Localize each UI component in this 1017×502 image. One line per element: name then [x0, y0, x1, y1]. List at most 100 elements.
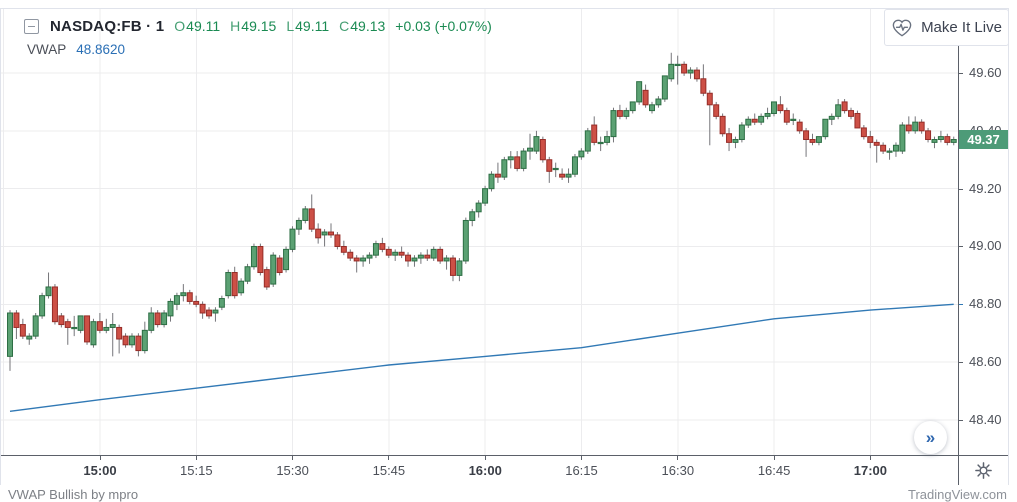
candle — [353, 257, 360, 262]
candle — [758, 115, 765, 123]
candle — [109, 324, 116, 328]
candle — [302, 208, 309, 221]
candle — [777, 104, 784, 112]
candle — [186, 292, 193, 302]
candle — [26, 335, 33, 340]
collapse-legend-icon[interactable] — [24, 18, 39, 34]
candle — [206, 309, 213, 317]
candle — [770, 101, 777, 114]
candle — [424, 254, 431, 259]
candle — [738, 124, 745, 141]
candle — [527, 147, 534, 152]
indicator-attribution-link[interactable]: VWAP Bullish by mpro — [8, 487, 139, 502]
candle — [449, 257, 456, 276]
candle — [552, 167, 559, 171]
candle — [45, 286, 52, 297]
candle — [796, 121, 803, 132]
time-axis-label: 15:00 — [83, 463, 117, 478]
candle — [96, 321, 103, 331]
candle — [77, 315, 84, 331]
price-axis-label: 49.60 — [969, 65, 1002, 80]
candlestick-chart[interactable] — [1, 9, 958, 455]
price-axis-label: 48.80 — [969, 296, 1002, 312]
candle — [398, 251, 405, 256]
chart-settings-button[interactable] — [974, 461, 993, 480]
price-axis-label: 48.60 — [969, 354, 1002, 370]
candle — [218, 298, 225, 308]
candle — [148, 312, 155, 331]
time-axis-label: 15:30 — [276, 463, 309, 478]
candle — [616, 110, 623, 117]
candle — [944, 136, 951, 143]
candle — [32, 315, 39, 337]
candle — [937, 136, 944, 141]
candle — [90, 321, 97, 346]
candle — [347, 251, 354, 259]
make-it-live-button[interactable]: Make It Live — [884, 9, 1009, 46]
candle — [154, 312, 161, 326]
candle — [674, 63, 681, 67]
candle — [244, 266, 251, 282]
candle — [238, 280, 245, 294]
price-axis[interactable]: 49.37 49.6049.4049.2049.0048.8048.6048.4… — [958, 9, 1008, 455]
candle — [732, 139, 739, 143]
candle — [328, 231, 334, 236]
time-axis-label: 15:15 — [180, 463, 213, 478]
candle — [64, 321, 71, 328]
indicator-name: VWAP — [27, 41, 67, 57]
candle — [103, 326, 110, 331]
candle — [58, 315, 65, 326]
candle — [693, 69, 700, 80]
symbol-title: NASDAQ:FB · 1 — [50, 17, 165, 35]
candle — [295, 219, 302, 230]
candle — [918, 121, 925, 132]
last-price-value: 49.37 — [967, 132, 1000, 147]
price-axis-label: 49.00 — [969, 238, 1002, 254]
candle — [649, 104, 655, 112]
candle — [7, 312, 13, 357]
attribution-bar: VWAP Bullish by mpro TradingView.com — [0, 487, 1009, 502]
double-chevron-right-icon: » — [925, 428, 936, 447]
time-axis-label: 16:30 — [661, 463, 695, 478]
candle — [405, 254, 412, 262]
ohlc-high: H49.15 — [230, 18, 277, 34]
time-axis-label: 16:00 — [468, 463, 502, 478]
candle — [655, 98, 662, 106]
candle — [719, 115, 726, 135]
indicator-value: 48.8620 — [76, 41, 126, 57]
time-axis-tick — [195, 456, 197, 460]
candle — [629, 101, 636, 112]
candle — [437, 248, 444, 262]
scroll-to-latest-button[interactable]: » — [914, 421, 947, 454]
candle — [507, 156, 514, 161]
candle — [417, 254, 424, 259]
candle — [700, 78, 707, 94]
candle — [591, 124, 598, 143]
candle — [122, 335, 129, 346]
price-axis-tick — [959, 419, 963, 421]
candle — [456, 260, 463, 276]
candle — [636, 81, 643, 103]
time-axis[interactable]: 15:00 15:15 15:30 15:45 16:00 16:15 16:30 16:45… — [1, 455, 958, 485]
axis-corner-cell — [958, 455, 1008, 485]
candle — [886, 150, 893, 153]
candle — [661, 75, 668, 100]
candle — [199, 303, 206, 314]
candle — [571, 156, 578, 175]
price-axis-label: 48.40 — [969, 411, 1002, 427]
chart-plot-area[interactable] — [1, 9, 958, 455]
candle — [116, 326, 123, 340]
candle — [706, 92, 713, 106]
price-change: +0.03 (+0.07%) — [395, 18, 492, 34]
time-axis-label: 15:45 — [372, 463, 406, 478]
candle — [360, 257, 367, 262]
candle — [257, 245, 264, 274]
candle — [835, 104, 842, 117]
time-axis-tick — [869, 456, 871, 460]
candle — [161, 312, 168, 326]
gear-icon — [975, 462, 992, 479]
tradingview-link[interactable]: TradingView.com — [908, 487, 1007, 502]
candle — [623, 110, 630, 117]
candle — [482, 188, 489, 204]
